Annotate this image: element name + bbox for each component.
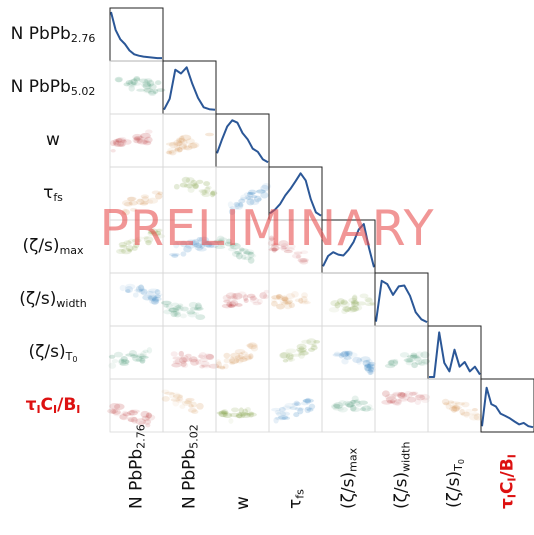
density-taucb-npbpb502 [161,389,204,415]
offdiag-cell-zst0-taufs [268,325,323,380]
density-zst0-taufs [279,338,321,363]
row-label-taufs: τfs [43,182,63,204]
column-label-taucb: τICI/BI [497,454,518,509]
density-taufs-npbpb502 [173,176,218,198]
density-taucb-zst0 [441,398,483,421]
density-taucb-zsmax [330,395,374,413]
density-taucb-zswidth [381,390,430,406]
marginal-curve-zst0 [429,331,481,378]
column-label-zswidth: (ζ/s)width [391,441,412,509]
marginal-curve-zsmax [322,223,375,268]
column-label-taufs: τfs [285,489,306,509]
row-label-w: w [46,129,60,150]
diagonal-cell-taufs [268,166,323,221]
column-label-zsmax: (ζ/s)max [338,447,359,509]
density-taufs-w [227,183,272,215]
row-label-zsmax: (ζ/s)max [22,235,84,257]
density-zst0-npbpb502 [170,350,220,369]
density-zswidth-taufs [271,291,311,310]
density-npbpb502-npbpb276 [114,75,166,97]
density-taucb-npbpb276 [107,403,156,428]
density-zsmax-taufs [267,235,309,265]
diagonal-cell-taucb [480,378,534,433]
density-zswidth-w [221,289,270,309]
density-zst0-npbpb276 [108,347,153,369]
column-label-w: w [232,496,253,510]
diagonal-cell-zsmax [321,219,376,274]
density-zsmax-npbpb502 [169,236,220,258]
density-zswidth-npbpb502 [161,300,206,321]
offdiag-cell-taucb-zswidth [374,378,429,433]
row-label-taucb: τICI/BI [25,394,81,416]
column-label-npbpb502: N PbPb5.02 [179,424,200,509]
density-zst0-zswidth [384,351,431,369]
density-taucb-taufs [271,397,316,424]
density-zswidth-zsmax [328,293,376,314]
density-zsmax-npbpb276 [116,228,166,255]
column-label-zst0: (ζ/s)T0 [443,459,466,508]
marginal-curve-taucb [481,386,534,429]
density-zst0-zsmax [332,350,376,376]
marginal-curve-taufs [269,172,322,217]
density-zsmax-w [213,235,257,264]
offdiag-cell-zswidth-npbpb502 [162,272,217,327]
marginal-curve-npbpb502 [163,66,216,111]
row-label-zswidth: (ζ/s)width [19,288,87,310]
marginal-curve-npbpb276 [110,11,162,60]
density-zst0-w [215,342,259,370]
marginal-curve-w [216,119,269,164]
density-w-npbpb502 [165,132,215,156]
row-label-npbpb502: N PbPb5.02 [10,76,96,98]
column-label-npbpb276: N PbPb2.76 [126,424,147,509]
diagonal-cell-w [215,113,270,168]
row-label-npbpb276: N PbPb2.76 [10,23,96,45]
offdiag-cell-taucb-w [215,378,270,433]
offdiag-cell-zst0-npbpb502 [162,325,217,380]
marginal-curve-zswidth [375,279,428,323]
density-w-npbpb276 [110,129,153,153]
density-taucb-w [216,407,257,424]
row-label-zst0: (ζ/s)T0 [28,341,78,364]
density-zswidth-npbpb276 [119,283,163,305]
density-taufs-npbpb276 [121,190,163,216]
